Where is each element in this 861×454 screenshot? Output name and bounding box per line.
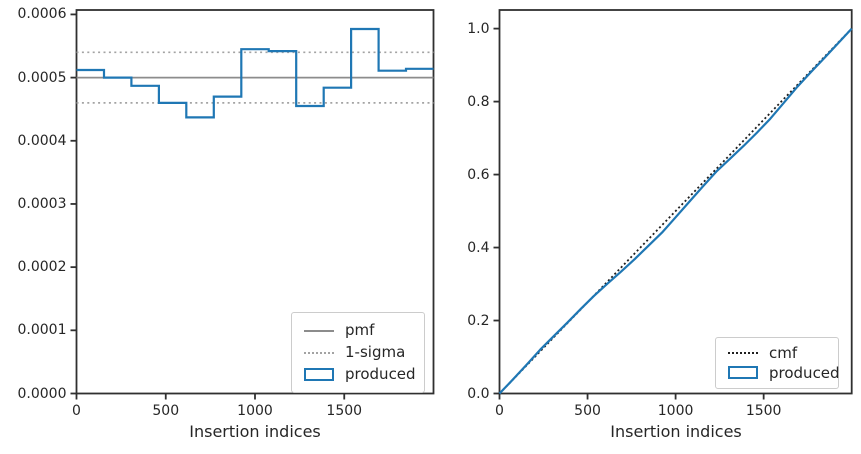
legend-item-1-sigma: 1-sigma xyxy=(304,344,412,361)
left-y-tick-label: 0.0001 xyxy=(17,322,67,339)
right-x-tick-label: 1500 xyxy=(745,402,782,419)
produced-patch-sample-icon xyxy=(304,367,334,381)
left-x-tick-label: 500 xyxy=(152,402,180,419)
legend-label-produced: produced xyxy=(345,365,416,384)
legend-label-cmf: cmf xyxy=(769,344,798,362)
left-x-tick-label: 0 xyxy=(72,402,81,419)
right-y-tick-label: 0.6 xyxy=(467,166,490,183)
left-x-tick-label: 1000 xyxy=(237,402,273,419)
left-y-tick-label: 0.0006 xyxy=(17,6,67,23)
left-y-tick-label: 0.0005 xyxy=(17,69,67,86)
legend-item-produced: produced xyxy=(304,366,416,383)
right-y-tick-label: 0.4 xyxy=(467,239,490,256)
right-y-tick-label: 0.0 xyxy=(467,385,490,402)
left-y-tick-label: 0.0000 xyxy=(17,385,67,402)
produced-step-line xyxy=(76,27,434,119)
legend-item-pmf: pmf xyxy=(304,322,412,339)
right-legend: cmf produced xyxy=(715,337,840,389)
left-x-tick-label: 1500 xyxy=(326,402,363,419)
legend-item-cmf: cmf xyxy=(728,345,826,362)
right-xaxis-label: Insertion indices xyxy=(610,422,742,441)
legend-label-1-sigma: 1-sigma xyxy=(345,343,406,362)
legend-item-produced: produced xyxy=(728,364,840,382)
left-y-tick-label: 0.0003 xyxy=(17,195,67,212)
legend-label-produced: produced xyxy=(769,363,840,382)
cmf-line-sample-icon xyxy=(728,352,758,355)
right-x-tick-label: 0 xyxy=(495,402,504,419)
left-legend: pmf 1-sigma produced xyxy=(291,312,425,393)
right-x-tick-label: 500 xyxy=(574,402,601,419)
right-y-tick-label: 1.0 xyxy=(467,20,490,37)
right-y-tick-label: 0.8 xyxy=(467,93,490,110)
left-xaxis-label: Insertion indices xyxy=(189,422,321,441)
sigma-line-sample-icon xyxy=(304,351,334,354)
right-y-tick-label: 0.2 xyxy=(467,312,490,329)
produced-patch-sample-icon xyxy=(728,366,758,380)
right-x-tick-label: 1000 xyxy=(657,402,694,419)
pmf-line-sample-icon xyxy=(304,329,334,332)
right-axes-spines xyxy=(498,9,853,395)
produced-cdf-line xyxy=(498,27,853,395)
left-y-tick-label: 0.0002 xyxy=(17,259,67,276)
legend-label-pmf: pmf xyxy=(345,321,375,340)
left-y-tick-label: 0.0004 xyxy=(17,132,67,149)
